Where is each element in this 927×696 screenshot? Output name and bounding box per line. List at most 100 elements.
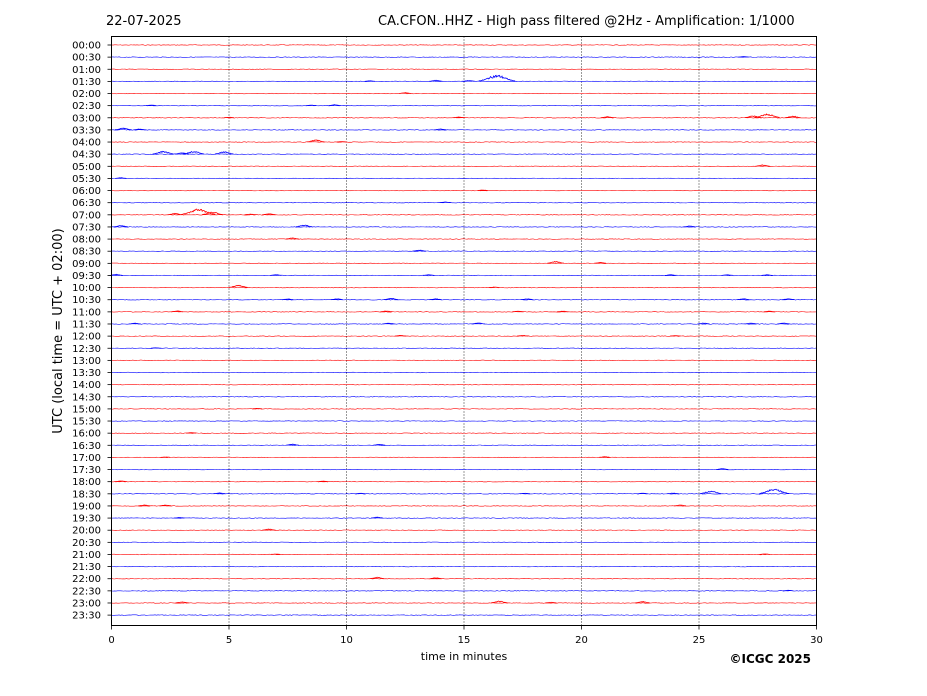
y-tick-label: 01:00 <box>72 65 101 76</box>
trace-1930 <box>111 517 817 519</box>
y-tick-label: 22:30 <box>72 586 101 597</box>
y-tick-label: 09:30 <box>72 271 101 282</box>
trace-1100 <box>111 311 817 313</box>
event-burst <box>512 310 524 313</box>
y-tick-label: 16:00 <box>72 429 101 440</box>
trace-2230 <box>111 590 817 592</box>
y-tick-label: 23:30 <box>72 611 101 622</box>
event-burst <box>547 261 565 264</box>
event-burst <box>129 322 141 325</box>
event-burst <box>439 201 451 204</box>
y-tick-label: 07:30 <box>72 222 101 233</box>
event-burst <box>758 488 790 495</box>
event-burst <box>380 310 393 313</box>
y-tick-label: 20:30 <box>72 538 101 549</box>
trace-1230 <box>111 347 817 349</box>
event-burst <box>777 322 790 325</box>
event-burst <box>412 249 426 252</box>
x-tick-labels: 0 5 10 15 20 25 30 <box>108 625 823 646</box>
trace-0700 <box>111 214 817 216</box>
trace-1300 <box>111 359 817 361</box>
event-burst <box>763 310 776 313</box>
y-tick-label: 18:30 <box>72 489 101 500</box>
y-tick-label: 02:00 <box>72 89 101 100</box>
event-burst <box>434 128 447 131</box>
x-axis-label: time in minutes <box>421 650 508 663</box>
event-burst <box>186 432 197 434</box>
event-burst <box>697 322 710 325</box>
event-burst <box>516 335 529 337</box>
event-burst <box>138 504 151 507</box>
event-burst <box>113 225 129 228</box>
trace-0930 <box>111 274 817 277</box>
event-burst <box>744 115 762 119</box>
trace-1530 <box>111 420 817 422</box>
y-tick-label: 16:30 <box>72 441 101 452</box>
event-burst <box>382 322 395 325</box>
trace-1330 <box>111 371 817 374</box>
event-burst <box>716 468 729 470</box>
event-burst <box>370 516 383 519</box>
event-burst <box>784 115 801 119</box>
event-burst <box>737 298 750 301</box>
event-burst <box>664 274 677 276</box>
event-burst <box>285 443 300 446</box>
trace-1500 <box>111 408 817 410</box>
trace-1000 <box>111 286 817 289</box>
trace-0100 <box>111 68 817 70</box>
chart-date: 22-07-2025 <box>106 14 182 29</box>
y-tick-label: 04:30 <box>72 150 101 161</box>
y-tick-label: 06:30 <box>72 198 101 209</box>
event-burst <box>744 322 757 325</box>
event-burst <box>759 553 770 555</box>
event-burst <box>635 601 650 604</box>
y-tick-label: 05:30 <box>72 174 101 185</box>
event-burst <box>373 444 386 446</box>
y-tick-label: 21:30 <box>72 562 101 573</box>
y-tick-label: 13:00 <box>72 356 101 367</box>
trace-1430 <box>111 396 817 398</box>
trace-0430 <box>111 153 817 155</box>
y-tick-label: 00:30 <box>72 53 101 64</box>
trace-0830 <box>111 250 817 252</box>
event-burst <box>683 225 696 228</box>
trace-0600 <box>111 189 817 192</box>
y-tick-label: 15:00 <box>72 404 101 415</box>
event-burst <box>270 274 282 276</box>
y-tick-label: 15:30 <box>72 417 101 428</box>
y-tick-label: 08:00 <box>72 235 101 246</box>
event-burst <box>600 116 614 119</box>
y-tick-label: 00:00 <box>72 41 101 52</box>
y-tick-label: 11:30 <box>72 319 101 330</box>
event-burst <box>364 80 375 82</box>
event-burst <box>281 298 294 301</box>
event-burst <box>471 322 485 325</box>
y-tick-label: 05:00 <box>72 162 101 173</box>
trace-1130 <box>111 323 817 325</box>
event-burst <box>545 601 557 604</box>
event-burst <box>422 274 435 276</box>
event-burst <box>429 298 442 301</box>
event-burst <box>213 492 226 495</box>
event-burst <box>114 127 132 131</box>
trace-0230 <box>111 105 817 107</box>
event-burst <box>637 492 648 495</box>
event-burst <box>330 298 343 301</box>
trace-0400 <box>111 141 817 143</box>
event-burst <box>115 480 127 483</box>
trace-0800 <box>111 238 817 240</box>
plot-frame <box>111 36 817 626</box>
event-burst <box>201 211 223 216</box>
event-burst <box>490 600 508 604</box>
x-tick-label: 30 <box>810 635 823 646</box>
y-tick-label: 17:30 <box>72 465 101 476</box>
trace-0330 <box>111 129 817 131</box>
event-burst <box>262 528 276 531</box>
trace-2330 <box>111 614 817 616</box>
y-tick-label: 09:00 <box>72 259 101 270</box>
y-tick-label: 17:00 <box>72 453 101 464</box>
seismic-traces <box>109 44 817 616</box>
y-tick-label: 08:30 <box>72 247 101 258</box>
trace-1400 <box>111 384 817 386</box>
